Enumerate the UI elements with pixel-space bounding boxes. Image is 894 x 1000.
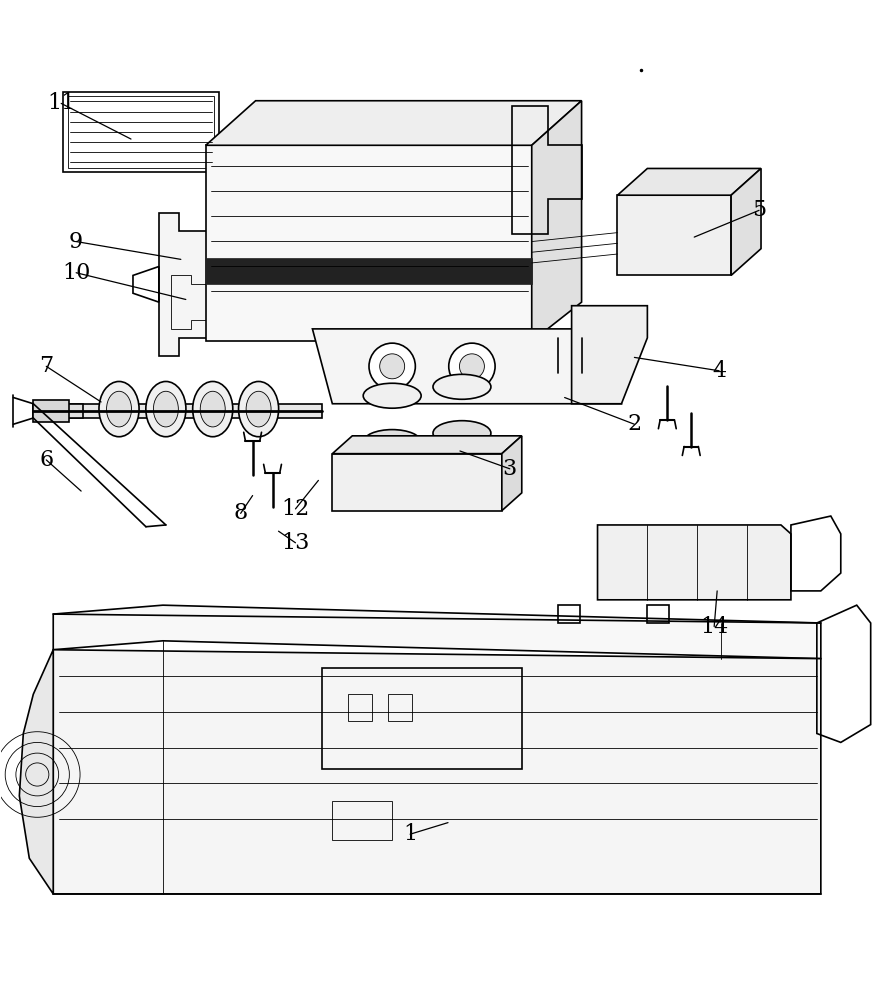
Polygon shape: [206, 145, 532, 341]
Ellipse shape: [193, 381, 232, 437]
Ellipse shape: [200, 391, 225, 427]
Polygon shape: [33, 400, 69, 422]
Ellipse shape: [154, 391, 179, 427]
Ellipse shape: [239, 381, 279, 437]
Polygon shape: [312, 329, 621, 404]
Polygon shape: [333, 436, 522, 454]
Text: 10: 10: [62, 262, 90, 284]
Text: 13: 13: [282, 532, 309, 554]
Circle shape: [449, 343, 495, 389]
Polygon shape: [333, 454, 502, 511]
Polygon shape: [597, 525, 791, 600]
Text: 4: 4: [713, 360, 726, 382]
Ellipse shape: [363, 430, 421, 455]
Polygon shape: [54, 605, 821, 659]
Text: 1: 1: [403, 823, 417, 845]
Ellipse shape: [246, 391, 271, 427]
Ellipse shape: [433, 374, 491, 399]
Ellipse shape: [99, 381, 139, 437]
Polygon shape: [502, 436, 522, 511]
Circle shape: [380, 354, 405, 379]
Polygon shape: [33, 404, 323, 418]
Polygon shape: [731, 168, 761, 275]
Polygon shape: [20, 650, 54, 894]
Polygon shape: [159, 213, 229, 356]
Ellipse shape: [363, 383, 421, 408]
Ellipse shape: [146, 381, 186, 437]
Polygon shape: [618, 168, 761, 195]
Ellipse shape: [433, 421, 491, 446]
Text: 2: 2: [628, 413, 642, 435]
Polygon shape: [54, 650, 821, 894]
Polygon shape: [571, 306, 647, 404]
Text: 7: 7: [39, 355, 54, 377]
Text: 14: 14: [700, 616, 729, 638]
Text: 8: 8: [233, 502, 248, 524]
Text: 9: 9: [69, 231, 83, 253]
Polygon shape: [206, 101, 582, 145]
Ellipse shape: [106, 391, 131, 427]
Text: 3: 3: [502, 458, 517, 480]
Polygon shape: [33, 404, 83, 418]
Polygon shape: [618, 195, 731, 275]
Text: 12: 12: [282, 498, 309, 520]
Polygon shape: [206, 258, 532, 284]
Text: 5: 5: [752, 199, 766, 221]
Text: 6: 6: [39, 449, 54, 471]
Text: 11: 11: [47, 92, 75, 114]
Polygon shape: [364, 442, 420, 488]
Polygon shape: [532, 101, 582, 341]
Circle shape: [369, 343, 416, 389]
Polygon shape: [434, 433, 490, 480]
Circle shape: [460, 354, 485, 379]
